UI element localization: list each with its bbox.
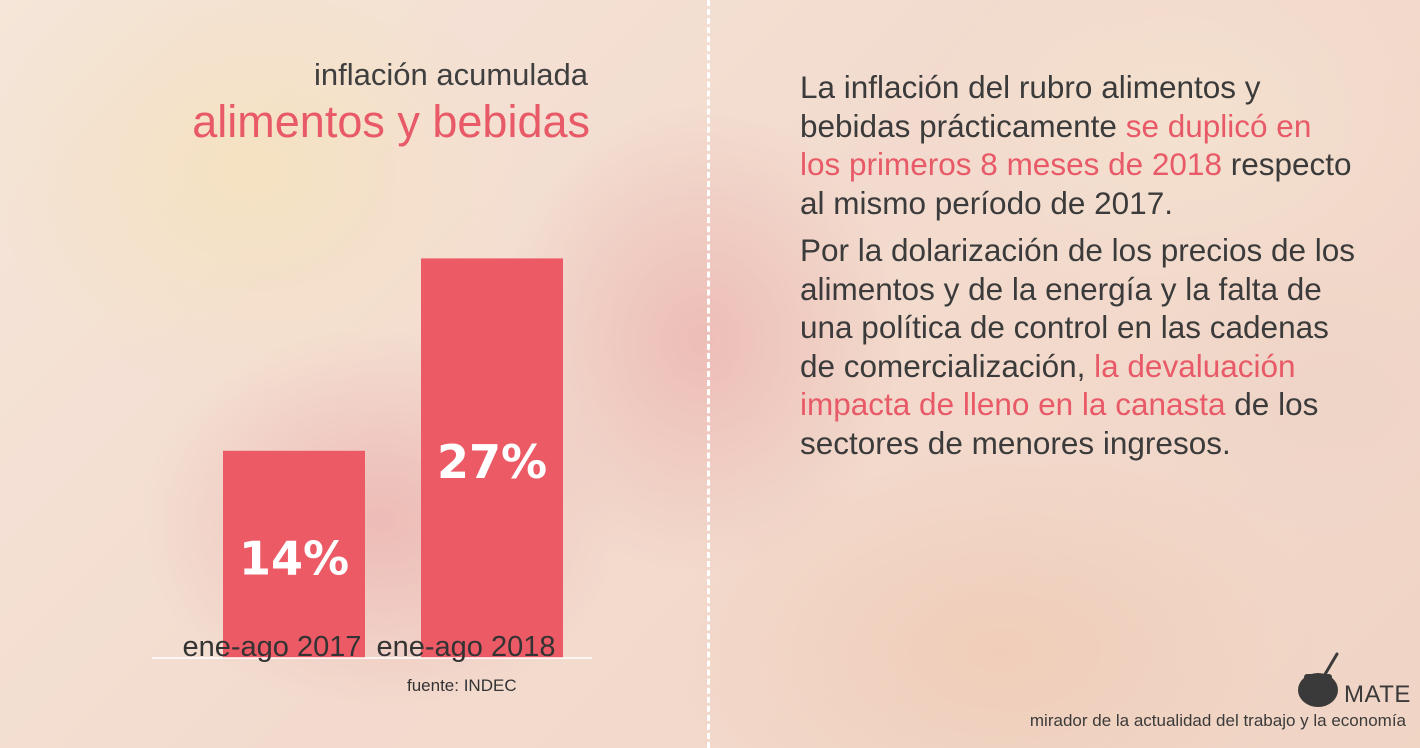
brand-name: MATE — [1344, 681, 1411, 708]
bar-value-label-1: 14% — [239, 531, 349, 585]
bar-2 — [421, 258, 563, 658]
paragraph-2: Por la dolarización de los precios de lo… — [800, 231, 1360, 462]
bar-chart-svg: 14% 27% ene-ago 2017 ene-ago 2018 — [152, 258, 592, 663]
x-tick-label-2: ene-ago 2018 — [377, 631, 556, 663]
paragraph-1-part-a: La inflación del rubro alimentos y bebid… — [800, 69, 1261, 144]
paragraph-1-highlight: se duplicó en los primeros 8 meses de 20… — [800, 107, 1312, 183]
bar-value-label-2: 27% — [437, 435, 547, 489]
panel-divider — [707, 0, 710, 748]
chart-title-line1: inflación acumulada — [313, 57, 588, 92]
x-tick-label-1: ene-ago 2017 — [183, 631, 362, 663]
paragraph-2-part-c: de los sectores de menores ingresos. — [800, 386, 1319, 461]
paragraph-2-highlight: la devaluación impacta de lleno en la ca… — [800, 347, 1296, 423]
mate-gourd-icon — [1298, 652, 1339, 707]
paragraph-2-part-a: Por la dolarización de los precios de lo… — [800, 232, 1356, 384]
chart-source: fuente: INDEC — [407, 676, 517, 695]
brand-tagline: mirador de la actualidad del trabajo y l… — [1029, 711, 1406, 730]
bar-chart: 14% 27% ene-ago 2017 ene-ago 2018 — [0, 0, 708, 748]
paragraph-1: La inflación del rubro alimentos y bebid… — [800, 68, 1360, 222]
paragraph-1-part-c: respecto al mismo período de 2017. — [800, 146, 1352, 221]
description-text: La inflación del rubro alimentos y bebid… — [800, 68, 1360, 471]
chart-title-line2: alimentos y bebidas — [192, 96, 590, 147]
bar-1 — [223, 450, 365, 658]
